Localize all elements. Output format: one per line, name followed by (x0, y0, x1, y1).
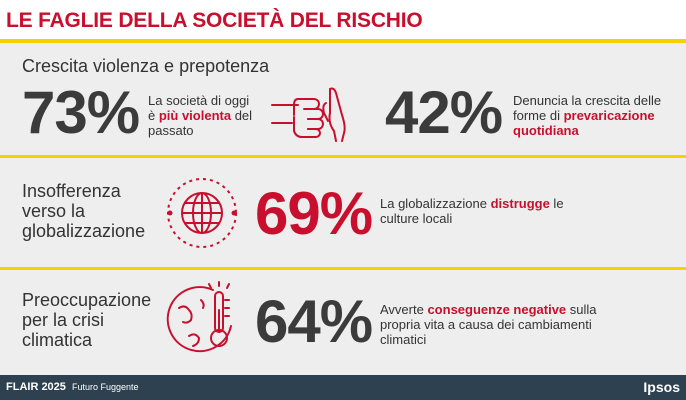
footer: FLAIR 2025 - Futuro Fuggente Ipsos (0, 375, 686, 400)
section-climate: Preoccupazione per la crisi climatica 64… (0, 270, 686, 375)
stat-value: 73% (22, 79, 140, 146)
section-violence: Crescita violenza e prepotenza 73% La so… (0, 43, 686, 155)
section-label: Preoccupazione per la crisi climatica (22, 290, 152, 350)
stat-description: La globalizzazione distrugge le culture … (380, 196, 564, 226)
section-label: Insofferenza verso la globalizzazione (22, 181, 146, 241)
stat-value: 69% (255, 180, 373, 247)
section-label: Crescita violenza e prepotenza (22, 56, 270, 76)
header: LE FAGLIE DELLA SOCIETÀ DEL RISCHIO (0, 0, 686, 40)
footer-brand: FLAIR 2025 (6, 381, 66, 393)
footer-subtitle: Futuro Fuggente (72, 382, 139, 392)
earth-thermometer-icon (165, 280, 243, 363)
stat-value: 42% (385, 79, 503, 146)
globe-icon (165, 176, 239, 255)
stat-value: 64% (255, 288, 373, 355)
footer-separator: - (62, 381, 66, 392)
ipsos-logo: Ipsos (643, 379, 680, 395)
stat-description: Avverte conseguenze negative sulla propr… (380, 302, 597, 347)
page-title: LE FAGLIE DELLA SOCIETÀ DEL RISCHIO (6, 9, 423, 32)
fist-and-hand-icon (268, 83, 358, 150)
divider (0, 267, 686, 270)
stat-description: Denuncia la crescita delle forme di prev… (513, 93, 662, 138)
divider (0, 155, 686, 158)
stat-description: La società di oggi è più violenta del pa… (148, 93, 253, 138)
header-rule (0, 39, 686, 43)
section-globalization: Insofferenza verso la globalizzazione 69… (0, 158, 686, 267)
